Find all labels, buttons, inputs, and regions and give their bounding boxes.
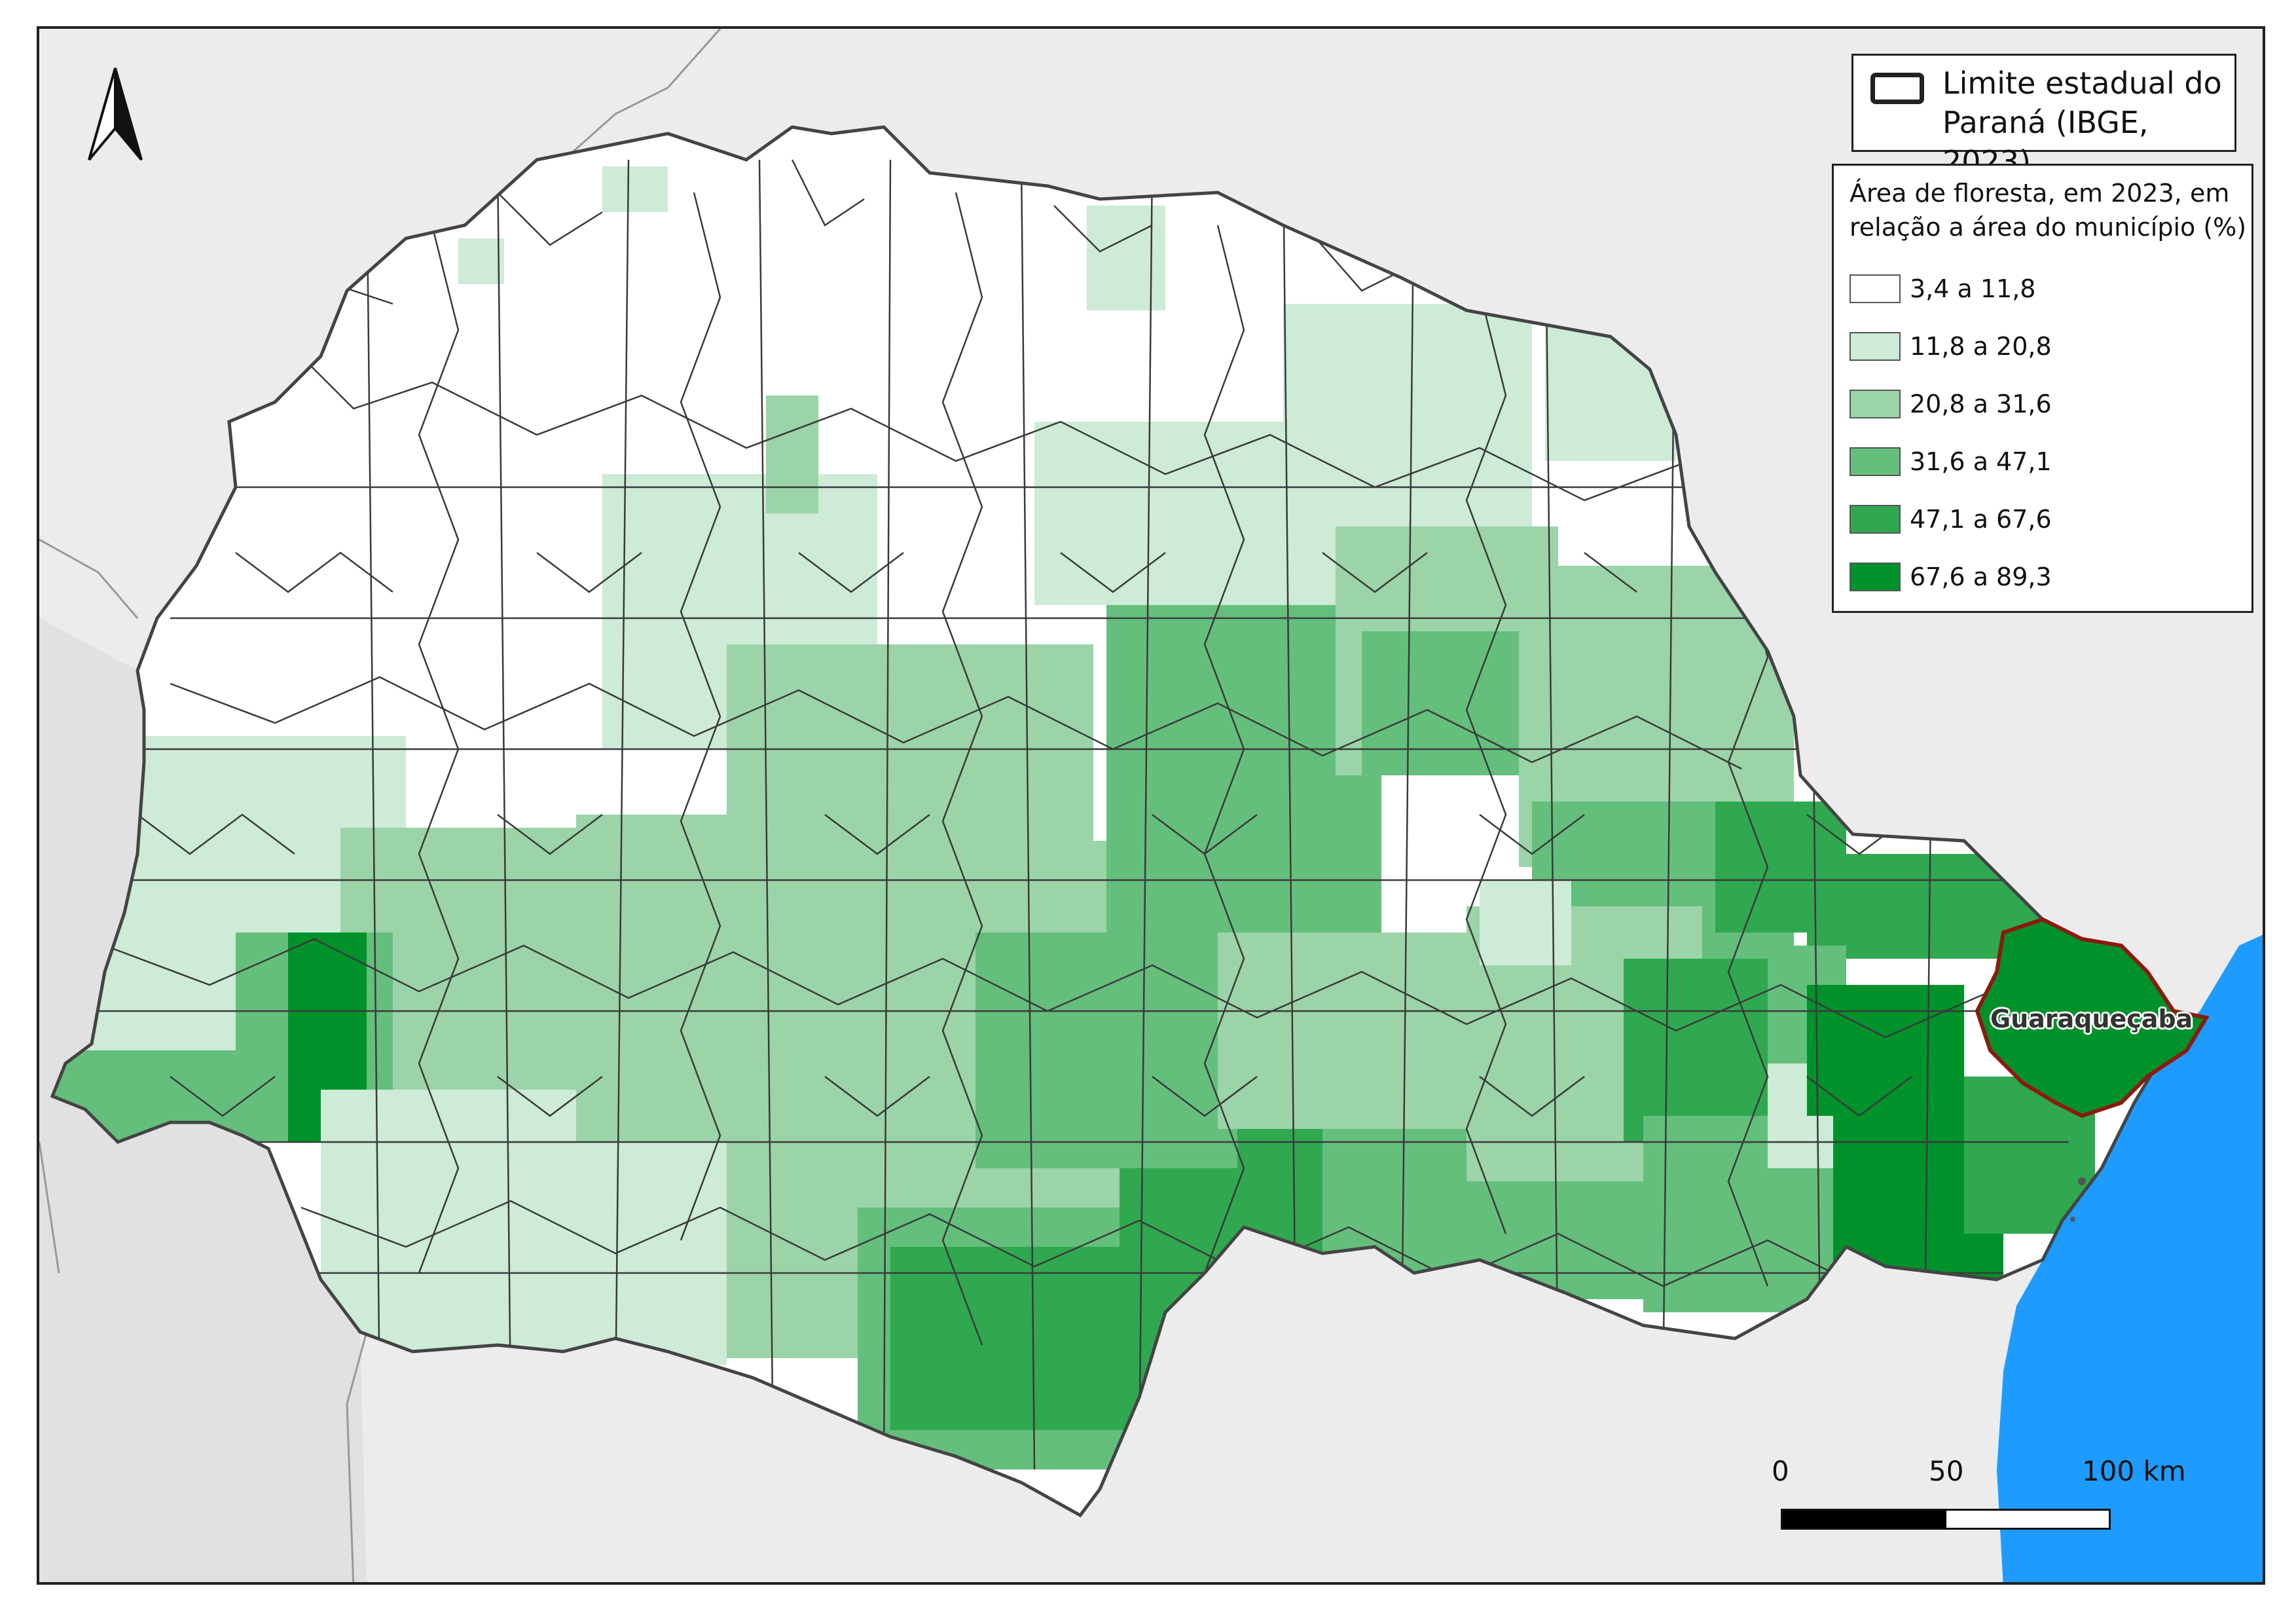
legend-forest-title: Área de floresta, em 2023, em relação a … [1850,179,2247,242]
scale-label-50: 50 [1929,1455,1964,1487]
legend-swatch [1850,447,1901,476]
legend-swatch [1850,563,1901,591]
legend-class-label: 47,1 a 67,6 [1910,505,2052,534]
municipality-zones [52,166,2095,1469]
legend-class-label: 3,4 a 11,8 [1910,274,2036,303]
legend-forest-area: Área de floresta, em 2023, em relação a … [1832,164,2253,613]
zone-fill [727,644,1093,841]
map-canvas [39,29,2263,1582]
legend-class-label: 67,6 a 89,3 [1910,563,2052,591]
legend-swatch [1850,505,1901,534]
scale-bar [1781,1509,2111,1530]
zone-fill [1362,631,1532,775]
parana-state-outline [50,125,2176,1518]
island-dot [2078,1177,2086,1185]
scale-label-0: 0 [1772,1455,1789,1487]
legend-class-label: 20,8 a 31,6 [1910,390,2052,418]
zone-fill [975,932,1237,1168]
zone-fill [1480,880,1571,965]
guaraquecaba-label: Guaraqueçaba [1990,1005,2193,1033]
north-arrow-icon [88,67,143,161]
zone-fill [602,166,668,212]
zone-fill [1283,304,1532,540]
guaraquecaba-outline[interactable] [1975,917,2210,1118]
state-boundary-label: Limite estadual do Paraná (IBGE, 2023) [1942,65,2222,179]
legend-swatch [1850,390,1901,418]
legend-swatch [1850,274,1901,303]
neighbor-state-sp [39,29,2263,1037]
zone-fill [1087,206,1165,310]
legend-class-label: 31,6 a 47,1 [1910,447,2052,476]
legend-state-boundary: Limite estadual do Paraná (IBGE, 2023) [1851,54,2236,179]
state-boundary-swatch [1870,73,1924,104]
municipal-boundaries [65,159,2134,1470]
legend-class-label: 11,8 a 20,8 [1910,332,2052,361]
scale-bar-segment [1783,1511,1946,1528]
scale-label-100: 100 km [2082,1455,2186,1487]
zone-fill [766,396,818,513]
neighbor-country-west [39,618,367,1582]
zone-fill [458,238,504,284]
neighbor-border-line [39,29,721,1582]
island-dot [2070,1217,2075,1222]
legend-swatch [1850,332,1901,361]
atlantic-ocean [1997,934,2263,1582]
